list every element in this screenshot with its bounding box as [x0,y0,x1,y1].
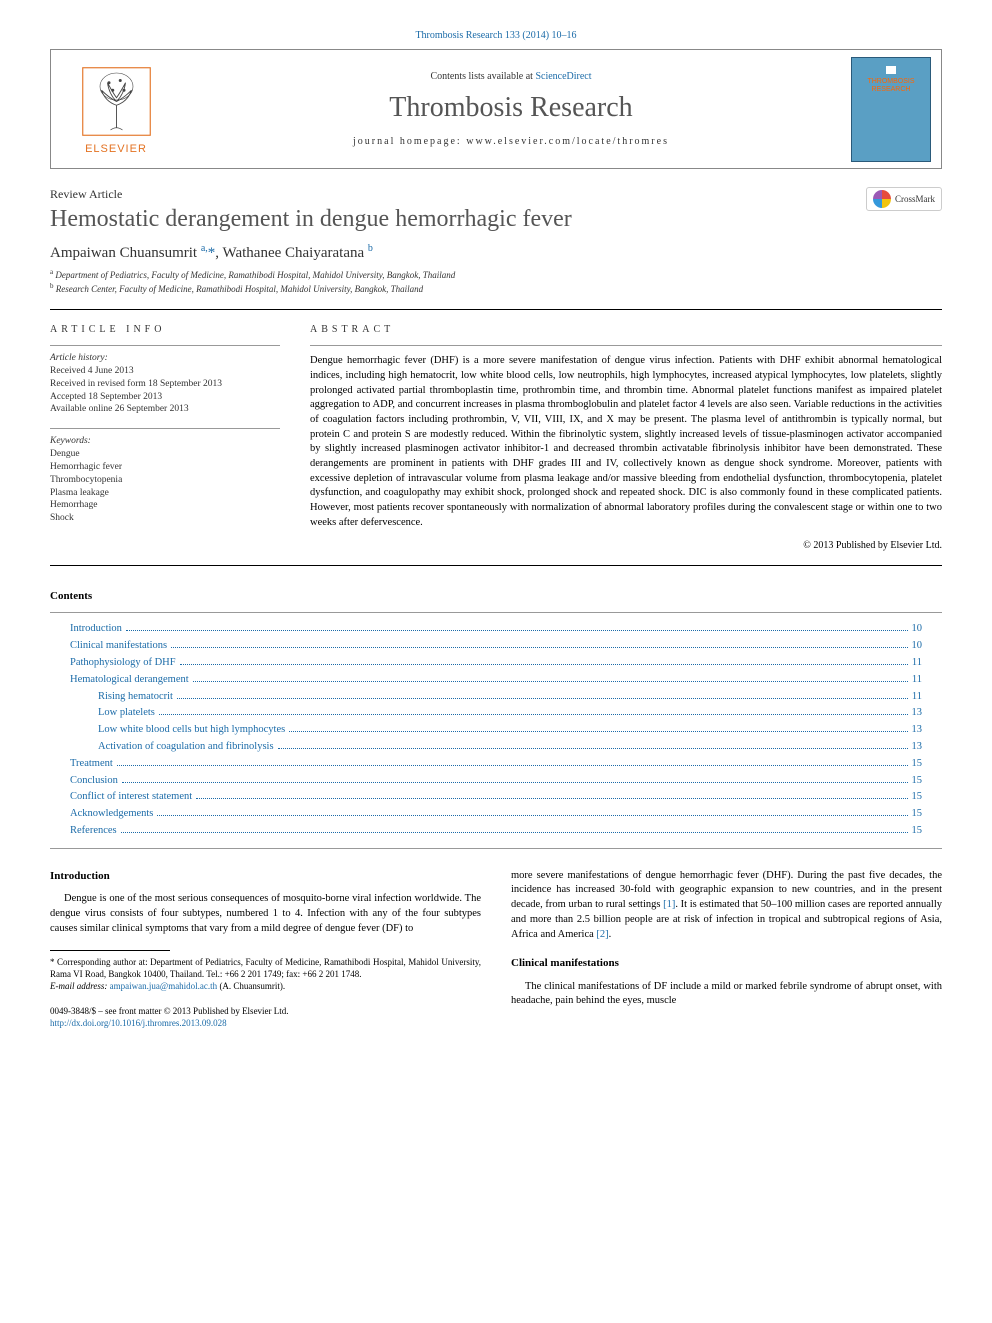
homepage-url[interactable]: www.elsevier.com/locate/thromres [466,136,669,147]
article-type: Review Article [50,187,572,202]
authors: Ampaiwan Chuansumrit a,*, Wathanee Chaiy… [50,243,942,262]
toc-leader-dots [278,748,908,749]
toc-page-number: 11 [912,689,922,706]
affiliations: a Department of Pediatrics, Faculty of M… [50,268,942,295]
toc-page-number: 15 [912,773,923,790]
toc-page-number: 13 [912,705,923,722]
toc-entry[interactable]: References 15 [70,823,922,840]
toc-title: Low platelets [98,705,155,722]
toc-leader-dots [171,647,907,648]
toc-entry[interactable]: Rising hematocrit 11 [70,689,922,706]
toc-title: Treatment [70,756,113,773]
toc-title: Rising hematocrit [98,689,173,706]
keyword: Dengue [50,448,280,461]
toc-title: Conflict of interest statement [70,789,192,806]
crossmark-badge[interactable]: CrossMark [866,187,942,211]
toc-page-number: 11 [912,672,922,689]
toc-entry[interactable]: Hematological derangement 11 [70,672,922,689]
toc-entry[interactable]: Conclusion 15 [70,773,922,790]
intro-paragraph-1: Dengue is one of the most serious conseq… [50,892,481,936]
toc-title: Hematological derangement [70,672,189,689]
toc-page-number: 15 [912,806,923,823]
elsevier-label: ELSEVIER [85,143,147,155]
journal-header: ELSEVIER Contents lists available at Sci… [50,49,942,169]
toc-title: Conclusion [70,773,118,790]
toc-leader-dots [193,681,908,682]
article-info-heading: article info [50,324,280,335]
toc-entry[interactable]: Pathophysiology of DHF 11 [70,655,922,672]
sciencedirect-link[interactable]: ScienceDirect [535,71,591,82]
toc-page-number: 15 [912,789,923,806]
keyword: Shock [50,512,280,525]
toc-leader-dots [177,698,908,699]
ref-link-1[interactable]: [1] [663,899,675,910]
front-matter-info: 0049-3848/$ – see front matter © 2013 Pu… [50,1006,481,1029]
keyword: Plasma leakage [50,487,280,500]
toc-page-number: 15 [912,823,923,840]
keyword: Thrombocytopenia [50,474,280,487]
author-1[interactable]: Ampaiwan Chuansumrit [50,245,197,261]
top-citation[interactable]: Thrombosis Research 133 (2014) 10–16 [50,30,942,41]
toc-entry[interactable]: Low white blood cells but high lymphocyt… [70,722,922,739]
toc-title: Activation of coagulation and fibrinolys… [98,739,274,756]
elsevier-logo: ELSEVIER [61,54,171,164]
toc-title: Low white blood cells but high lymphocyt… [98,722,285,739]
toc-leader-dots [157,815,907,816]
journal-homepage: journal homepage: www.elsevier.com/locat… [181,136,841,147]
toc-page-number: 13 [912,722,923,739]
toc-title: Acknowledgements [70,806,153,823]
toc-entry[interactable]: Treatment 15 [70,756,922,773]
toc-entry[interactable]: Introduction 10 [70,621,922,638]
toc-page-number: 10 [912,638,923,655]
contents-available-line: Contents lists available at ScienceDirec… [181,71,841,82]
journal-name: Thrombosis Research [181,92,841,124]
toc-leader-dots [122,782,908,783]
toc-title: References [70,823,117,840]
author-2[interactable]: Wathanee Chaiyaratana [223,245,365,261]
toc-page-number: 15 [912,756,923,773]
toc-leader-dots [196,798,907,799]
ref-link-2[interactable]: [2] [596,929,608,940]
keyword: Hemorrhage [50,499,280,512]
doi-link[interactable]: http://dx.doi.org/10.1016/j.thromres.201… [50,1018,227,1028]
toc-title: Introduction [70,621,122,638]
table-of-contents: Introduction10Clinical manifestations10P… [50,612,942,848]
toc-entry[interactable]: Activation of coagulation and fibrinolys… [70,739,922,756]
toc-leader-dots [117,765,908,766]
crossmark-icon [873,190,891,208]
journal-cover-thumbnail: THROMBOSIS RESEARCH [851,57,931,162]
article-history: Article history: Received 4 June 2013 Re… [50,345,280,416]
toc-title: Clinical manifestations [70,638,167,655]
toc-leader-dots [121,832,908,833]
clinical-manifestations-heading: Clinical manifestations [511,956,942,971]
toc-title: Pathophysiology of DHF [70,655,176,672]
contents-heading: Contents [50,590,942,602]
toc-entry[interactable]: Clinical manifestations 10 [70,638,922,655]
abstract-copyright: © 2013 Published by Elsevier Ltd. [310,540,942,551]
toc-leader-dots [180,664,908,665]
toc-page-number: 11 [912,655,922,672]
toc-page-number: 10 [912,621,923,638]
toc-leader-dots [289,731,907,732]
toc-leader-dots [159,714,908,715]
clinical-paragraph-1: The clinical manifestations of DF includ… [511,980,942,1009]
introduction-heading: Introduction [50,869,481,884]
abstract-heading: abstract [310,324,942,335]
toc-page-number: 13 [912,739,923,756]
corresponding-author-footnote: * Corresponding author at: Department of… [50,957,481,992]
author-email-link[interactable]: ampaiwan.jua@mahidol.ac.th [110,981,218,991]
intro-paragraph-2: more severe manifestations of dengue hem… [511,869,942,942]
toc-entry[interactable]: Low platelets 13 [70,705,922,722]
toc-leader-dots [126,630,908,631]
article-title: Hemostatic derangement in dengue hemorrh… [50,206,572,233]
toc-entry[interactable]: Acknowledgements 15 [70,806,922,823]
abstract-text: Dengue hemorrhagic fever (DHF) is a more… [310,354,942,530]
keyword: Hemorrhagic fever [50,461,280,474]
keywords-block: Keywords: DengueHemorrhagic feverThrombo… [50,428,280,525]
toc-entry[interactable]: Conflict of interest statement 15 [70,789,922,806]
elsevier-tree-icon [79,64,154,139]
